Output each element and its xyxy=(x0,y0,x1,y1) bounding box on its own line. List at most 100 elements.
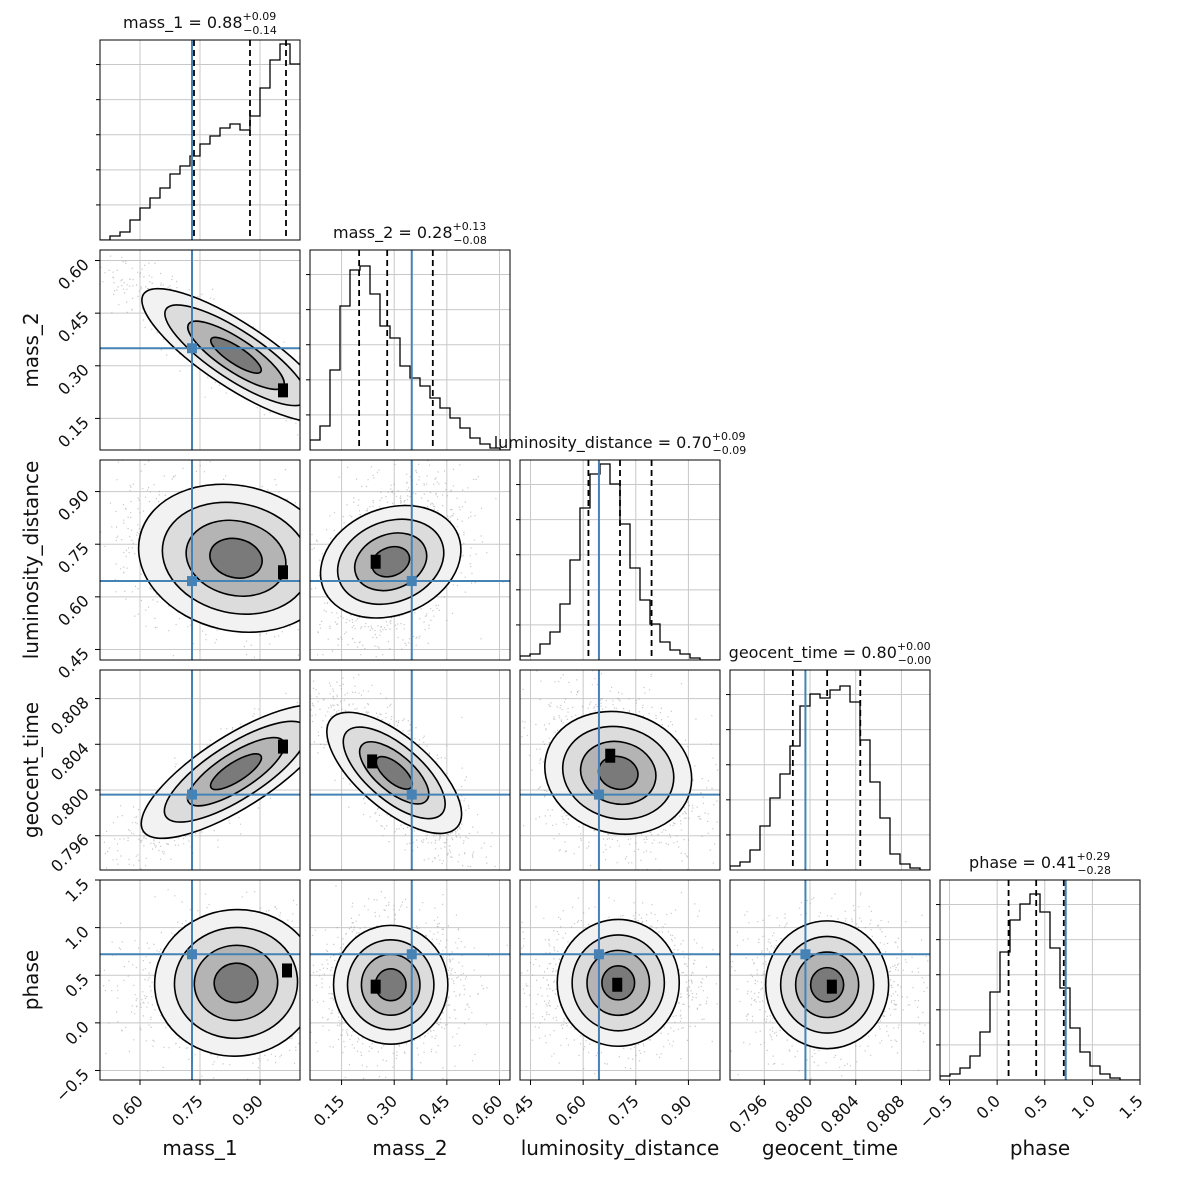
title-main: phase = 0.41 xyxy=(969,853,1076,872)
panel-frame xyxy=(309,879,511,1081)
contour-level xyxy=(371,545,411,578)
tick-label: 0.45 xyxy=(54,308,93,347)
scatter-panel-luminosity_distance-geocent_time xyxy=(519,669,721,871)
tick-label: −0.5 xyxy=(52,1065,93,1106)
tick-label: 0.15 xyxy=(54,413,93,452)
truth-marker xyxy=(187,949,197,960)
title-plus: +0.00 xyxy=(897,640,931,653)
histogram-step xyxy=(310,265,510,450)
histogram-step xyxy=(520,463,720,660)
contour-level xyxy=(209,537,263,579)
title-minus: −0.14 xyxy=(243,24,277,37)
density-peak xyxy=(282,963,292,978)
tick-label: 0.15 xyxy=(310,1091,349,1130)
axis-label: phase xyxy=(1010,1136,1070,1160)
panel-frame xyxy=(519,879,721,1081)
tick-label: 1.5 xyxy=(61,874,92,905)
tick-label: 0.45 xyxy=(54,644,93,683)
tick-label: 0.75 xyxy=(604,1091,643,1130)
panel-frame xyxy=(519,459,721,661)
histogram-step xyxy=(730,685,930,870)
truth-marker xyxy=(406,789,417,800)
tick-label: 0.90 xyxy=(54,486,93,525)
density-peak xyxy=(278,565,288,580)
tick-label: 0.0 xyxy=(61,1017,92,1048)
marginal-content xyxy=(940,880,1140,1080)
tick-label: 0.804 xyxy=(47,739,93,785)
axis-label: geocent_time xyxy=(762,1136,898,1160)
tick-label: 0.45 xyxy=(499,1091,538,1130)
tick-label: 0.800 xyxy=(47,784,93,830)
marginal-content xyxy=(520,460,720,660)
scatter-panel-mass_2-phase xyxy=(309,879,511,1081)
title-plus: +0.09 xyxy=(712,430,746,443)
truth-marker xyxy=(593,949,604,960)
marginal-content xyxy=(100,40,300,240)
title-main: mass_2 = 0.28 xyxy=(333,223,452,243)
panel-frame xyxy=(729,669,931,871)
panel-title: luminosity_distance = 0.70+0.09 −0.09 xyxy=(494,430,747,457)
tick-label: 0.804 xyxy=(817,1091,863,1137)
density-peak xyxy=(278,383,288,398)
tick-label: 0.5 xyxy=(1020,1091,1051,1122)
panel-title: mass_2 = 0.28+0.13 −0.08 xyxy=(333,220,487,247)
tick-label: 0.75 xyxy=(168,1091,207,1130)
title-main: luminosity_distance = 0.70 xyxy=(494,433,712,453)
axis-label: phase xyxy=(19,950,43,1010)
density-content xyxy=(520,891,718,1075)
x-axis-luminosity_distance: 0.45 0.60 0.75 0.90 luminosity_distance xyxy=(499,1080,719,1160)
density-content xyxy=(100,460,300,658)
density-content xyxy=(520,670,720,870)
panel-frame xyxy=(99,459,301,661)
scatter-panel-mass_2-luminosity_distance xyxy=(309,459,511,661)
title-minus: −0.08 xyxy=(453,234,487,247)
tick-label: 0.30 xyxy=(362,1091,401,1130)
density-peak xyxy=(370,979,381,994)
panel-title: mass_1 = 0.88+0.09 −0.14 xyxy=(123,10,277,37)
tick-label: 0.60 xyxy=(54,255,93,294)
tick-label: 1.0 xyxy=(61,922,92,953)
axis-label: mass_2 xyxy=(372,1136,447,1160)
truth-marker xyxy=(593,789,604,800)
histogram-step xyxy=(940,893,1140,1080)
scatter-panel-mass_1-luminosity_distance xyxy=(99,459,301,661)
tick-label: 0.60 xyxy=(108,1091,147,1130)
marginal-content xyxy=(310,250,510,450)
marginal-panel-phase: phase = 0.41+0.29 −0.28 xyxy=(936,850,1141,1081)
tick-label: 0.808 xyxy=(862,1091,908,1137)
panel-frame xyxy=(939,879,1141,1081)
tick-label: 0.800 xyxy=(771,1091,817,1137)
density-peak xyxy=(278,739,288,754)
title-plus: +0.13 xyxy=(453,220,487,233)
x-axis-mass_1: 0.60 0.75 0.90 mass_1 xyxy=(108,1080,267,1160)
truth-marker xyxy=(406,949,417,960)
tick-label: 1.5 xyxy=(1115,1091,1146,1122)
tick-label: 0.796 xyxy=(725,1091,771,1137)
axis-label: mass_1 xyxy=(162,1136,237,1160)
title-plus: +0.09 xyxy=(243,10,277,23)
tick-label: 0.75 xyxy=(54,539,93,578)
panel-frame xyxy=(99,669,301,871)
scatter-panel-luminosity_distance-phase xyxy=(519,879,721,1081)
tick-label: −0.5 xyxy=(915,1091,956,1132)
marginal-panel-luminosity_distance: luminosity_distance = 0.70+0.09 −0.09 xyxy=(494,430,747,661)
title-plus: +0.29 xyxy=(1077,850,1111,863)
marginal-content xyxy=(730,670,930,870)
truth-marker xyxy=(406,576,417,587)
tick-label: 0.30 xyxy=(54,360,93,399)
panel-frame xyxy=(309,459,511,661)
scatter-panel-mass_2-geocent_time xyxy=(309,669,511,871)
marginal-panel-mass_1: mass_1 = 0.88+0.09 −0.14 xyxy=(96,10,301,241)
title-minus: −0.00 xyxy=(898,654,932,667)
y-axis-luminosity_distance: 0.45 0.60 0.75 0.90 luminosity_distance xyxy=(19,461,100,683)
density-content xyxy=(100,255,300,436)
density-content xyxy=(310,670,496,868)
title-minus: −0.09 xyxy=(713,444,747,457)
density-peak xyxy=(826,979,837,994)
density-content xyxy=(310,460,504,658)
marginal-panel-mass_2: mass_2 = 0.28+0.13 −0.08 xyxy=(306,220,511,451)
y-axis-mass_2: 0.15 0.30 0.45 0.60 mass_2 xyxy=(19,255,100,452)
density-peak xyxy=(370,554,381,569)
